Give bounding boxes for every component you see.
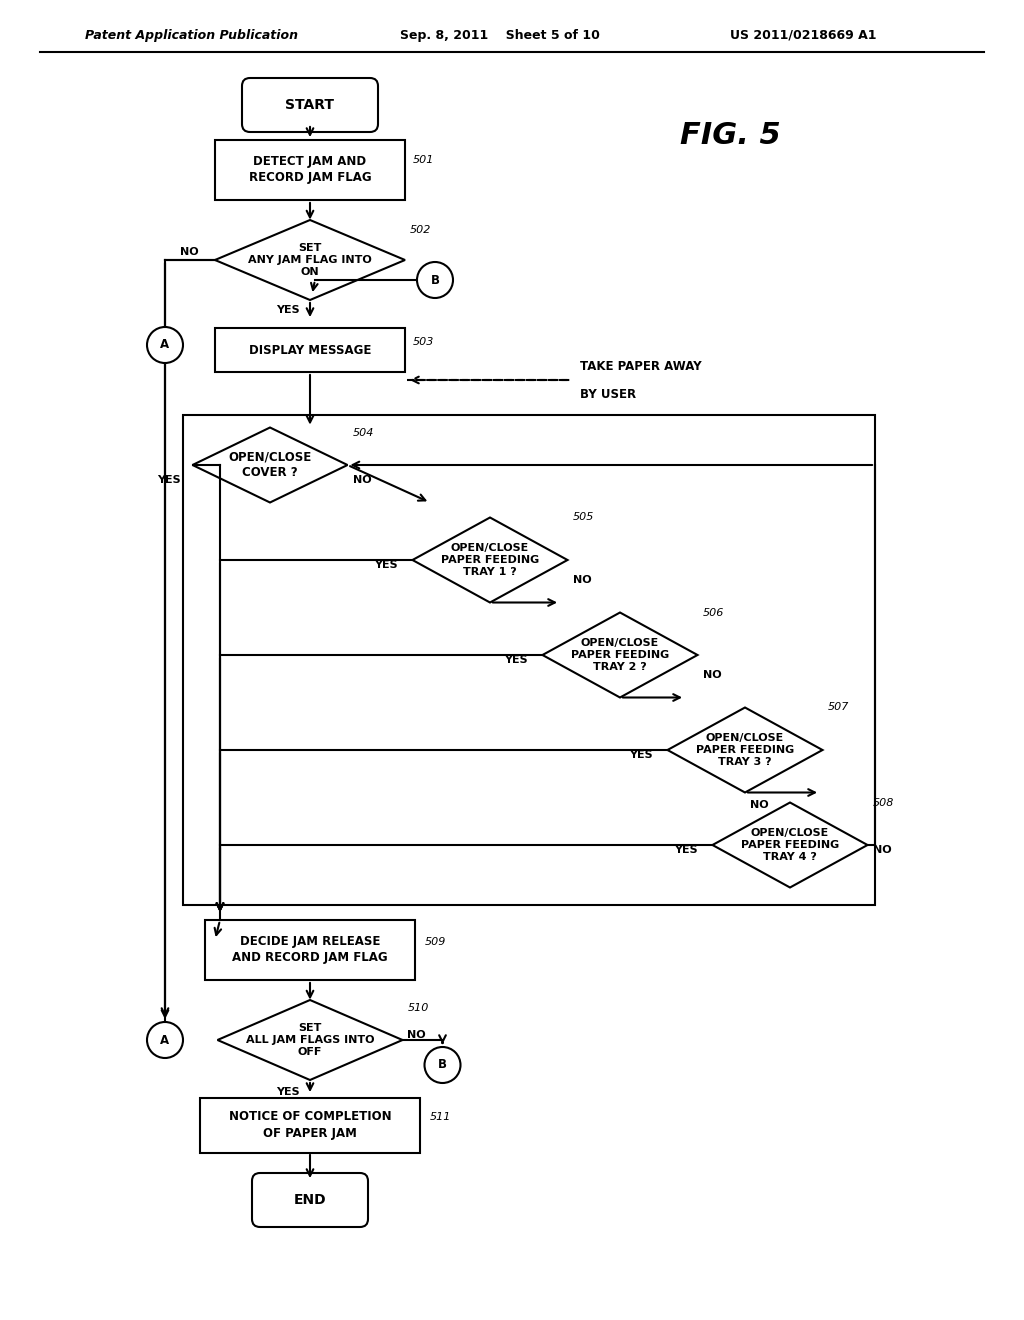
Text: OPEN/CLOSE
PAPER FEEDING
TRAY 4 ?: OPEN/CLOSE PAPER FEEDING TRAY 4 ? [741,828,839,862]
Circle shape [147,1022,183,1059]
Text: 501: 501 [413,154,434,165]
Text: Sep. 8, 2011    Sheet 5 of 10: Sep. 8, 2011 Sheet 5 of 10 [400,29,600,41]
Bar [183,414,874,906]
Text: A: A [161,338,170,351]
Text: NO: NO [352,475,371,484]
Polygon shape [713,803,867,887]
Text: NO: NO [408,1030,426,1040]
Text: 506: 506 [702,607,724,618]
Text: YES: YES [675,845,698,855]
Text: DETECT JAM AND
RECORD JAM FLAG: DETECT JAM AND RECORD JAM FLAG [249,156,372,185]
Text: NO: NO [750,800,769,809]
Bar [215,140,406,201]
Text: 509: 509 [425,937,446,946]
Text: 503: 503 [413,337,434,347]
Text: DECIDE JAM RELEASE
AND RECORD JAM FLAG: DECIDE JAM RELEASE AND RECORD JAM FLAG [232,936,388,965]
Text: YES: YES [505,655,528,665]
Text: 508: 508 [872,797,894,808]
Text: SET
ANY JAM FLAG INTO
ON: SET ANY JAM FLAG INTO ON [248,243,372,277]
Text: NO: NO [702,671,721,680]
Polygon shape [413,517,567,602]
Text: YES: YES [276,305,300,315]
Text: TAKE PAPER AWAY: TAKE PAPER AWAY [580,359,701,372]
Bar [205,920,415,979]
Text: END: END [294,1193,327,1206]
Text: 504: 504 [352,428,374,437]
Polygon shape [215,220,406,300]
Text: OPEN/CLOSE
PAPER FEEDING
TRAY 1 ?: OPEN/CLOSE PAPER FEEDING TRAY 1 ? [441,543,539,577]
Text: FIG. 5: FIG. 5 [680,120,780,149]
Text: NOTICE OF COMPLETION
OF PAPER JAM: NOTICE OF COMPLETION OF PAPER JAM [228,1110,391,1139]
Text: SET
ALL JAM FLAGS INTO
OFF: SET ALL JAM FLAGS INTO OFF [246,1023,374,1057]
Text: YES: YES [158,475,181,484]
Text: YES: YES [630,750,653,760]
Text: 505: 505 [572,512,594,523]
Text: A: A [161,1034,170,1047]
Circle shape [425,1047,461,1082]
Text: DISPLAY MESSAGE: DISPLAY MESSAGE [249,343,371,356]
Text: NO: NO [872,845,891,855]
Text: B: B [430,273,439,286]
Text: US 2011/0218669 A1: US 2011/0218669 A1 [730,29,877,41]
FancyBboxPatch shape [242,78,378,132]
Bar [215,327,406,372]
Text: OPEN/CLOSE
PAPER FEEDING
TRAY 2 ?: OPEN/CLOSE PAPER FEEDING TRAY 2 ? [570,638,669,672]
Polygon shape [217,1001,402,1080]
Text: 511: 511 [430,1111,452,1122]
Text: NO: NO [180,247,199,257]
FancyBboxPatch shape [252,1173,368,1228]
Text: START: START [286,98,335,112]
Text: OPEN/CLOSE
PAPER FEEDING
TRAY 3 ?: OPEN/CLOSE PAPER FEEDING TRAY 3 ? [696,733,795,767]
Text: 502: 502 [410,224,431,235]
Circle shape [417,261,453,298]
Text: Patent Application Publication: Patent Application Publication [85,29,298,41]
Text: 507: 507 [827,702,849,713]
Text: BY USER: BY USER [580,388,636,400]
Text: NO: NO [572,576,591,585]
Polygon shape [193,428,347,503]
Text: YES: YES [276,1086,300,1097]
Polygon shape [668,708,822,792]
Text: YES: YES [375,560,398,570]
Bar [200,1097,420,1152]
Text: 510: 510 [408,1003,429,1012]
Text: OPEN/CLOSE
COVER ?: OPEN/CLOSE COVER ? [228,450,311,479]
Polygon shape [543,612,697,697]
Circle shape [147,327,183,363]
Text: B: B [438,1059,447,1072]
